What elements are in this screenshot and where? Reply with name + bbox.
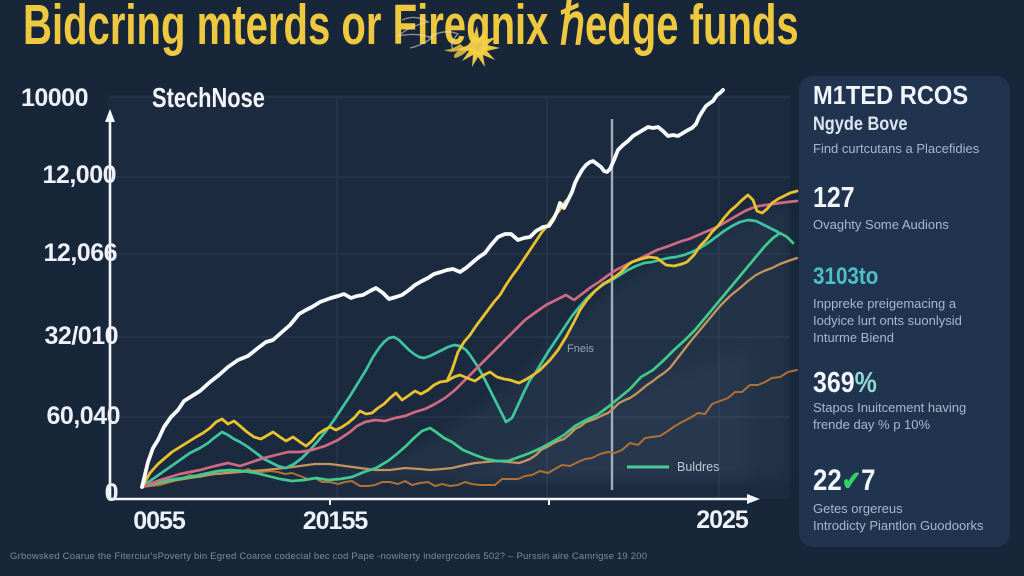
svg-text:Buldres: Buldres xyxy=(677,460,719,474)
svg-text:Fneis: Fneis xyxy=(567,343,594,355)
